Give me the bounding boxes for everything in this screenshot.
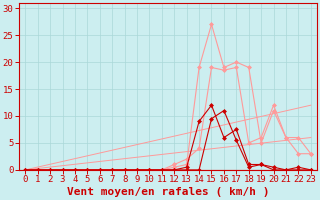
X-axis label: Vent moyen/en rafales ( km/h ): Vent moyen/en rafales ( km/h ) bbox=[67, 187, 269, 197]
